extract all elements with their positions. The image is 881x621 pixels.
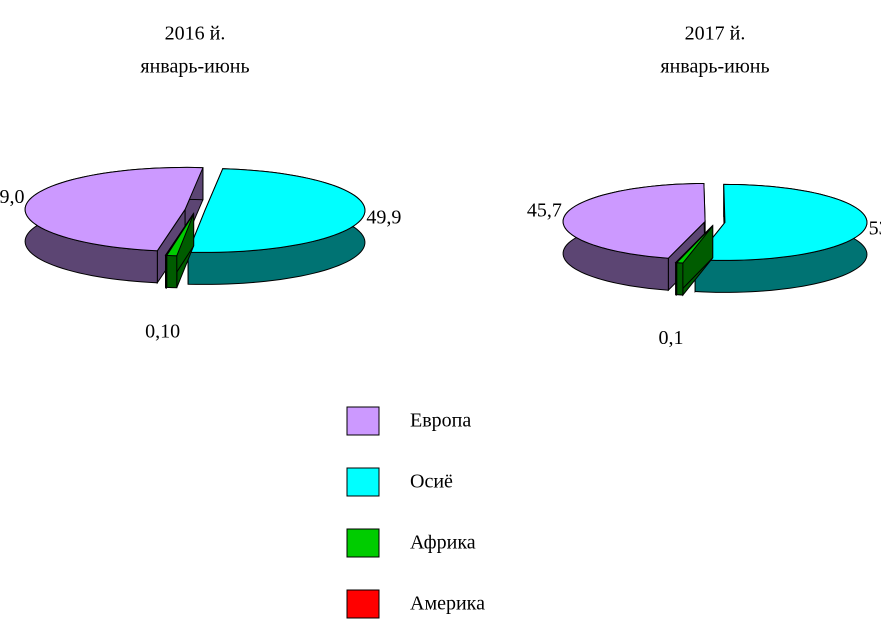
legend-label: Европа — [410, 410, 471, 432]
pie-slice — [24, 166, 204, 285]
legend-swatch — [346, 406, 380, 436]
pie-slice — [165, 212, 195, 290]
slice-top — [187, 168, 366, 253]
slice-top — [24, 166, 204, 252]
slice-top — [562, 182, 706, 259]
slice-top — [165, 213, 195, 257]
data-label: 53,5 — [869, 218, 881, 240]
legend-label: Америка — [410, 593, 485, 615]
pie-slice — [694, 183, 868, 293]
slice-wall — [676, 262, 684, 296]
legend-swatch — [346, 589, 380, 619]
pie-slice — [675, 224, 714, 297]
slice-top — [694, 183, 868, 261]
chart-subtitle: январь-июнь — [660, 56, 769, 78]
slice-top — [675, 225, 714, 264]
data-label: 49,0 — [0, 186, 24, 208]
data-label: 49,9 — [366, 206, 401, 228]
chart-title: 2017 й. — [685, 23, 746, 45]
legend-swatch — [346, 528, 380, 558]
legend-swatch — [346, 467, 380, 497]
data-label: 45,7 — [527, 200, 562, 222]
data-label: 0,10 — [145, 320, 180, 342]
data-label: 0,1 — [659, 327, 684, 349]
pie-slice — [187, 168, 366, 285]
legend-label: Осиё — [410, 471, 453, 493]
slice-wall — [166, 254, 178, 289]
chart-title: 2016 й. — [165, 23, 226, 45]
chart-subtitle: январь-июнь — [140, 56, 249, 78]
legend-label: Африка — [410, 532, 476, 554]
